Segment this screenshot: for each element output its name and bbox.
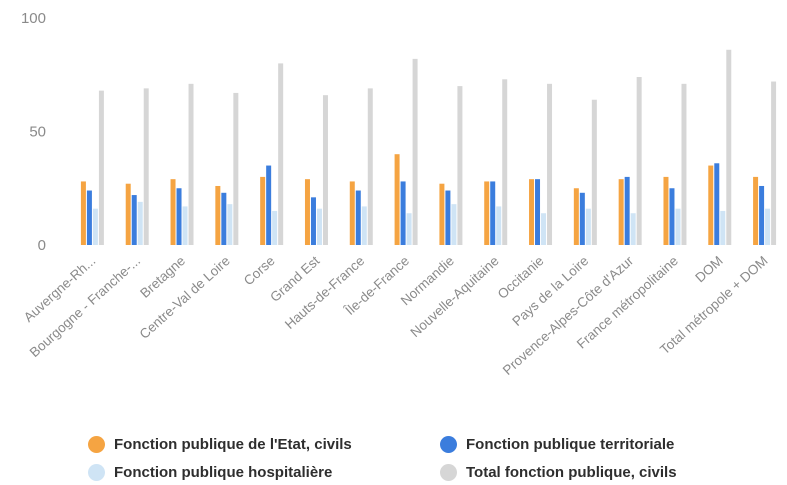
bar[interactable] xyxy=(406,213,412,245)
bar[interactable] xyxy=(541,213,547,245)
legend-item-hospitaliere[interactable]: Fonction publique hospitalière xyxy=(88,460,440,484)
x-axis: Auvergne-Rh...Bourgogne - Franche-...Bre… xyxy=(21,253,771,378)
legend-label-total: Total fonction publique, civils xyxy=(466,463,677,481)
bar[interactable] xyxy=(394,154,400,245)
bar[interactable] xyxy=(322,95,328,246)
bar[interactable] xyxy=(266,165,272,245)
bar[interactable] xyxy=(361,206,367,245)
bar[interactable] xyxy=(304,179,310,245)
bar[interactable] xyxy=(681,83,687,245)
bar[interactable] xyxy=(765,208,771,245)
bar[interactable] xyxy=(125,183,131,245)
bar[interactable] xyxy=(624,176,630,245)
bar[interactable] xyxy=(547,83,553,245)
bar[interactable] xyxy=(316,208,322,245)
legend-label-hospitaliere: Fonction publique hospitalière xyxy=(114,463,333,481)
bar[interactable] xyxy=(400,181,406,245)
bar[interactable] xyxy=(412,58,418,245)
bar[interactable] xyxy=(714,163,720,245)
bars-group xyxy=(80,49,777,246)
x-tick-label: Hauts-de-France xyxy=(282,253,367,332)
bar[interactable] xyxy=(618,179,624,245)
bar[interactable] xyxy=(221,192,227,245)
x-tick-label: Corse xyxy=(241,253,278,288)
bar[interactable] xyxy=(355,190,361,245)
legend: Fonction publique de l'Etat, civils Fonc… xyxy=(88,432,768,484)
bar[interactable] xyxy=(215,185,221,245)
bar[interactable] xyxy=(233,92,239,245)
bar[interactable] xyxy=(726,49,732,245)
legend-item-etat[interactable]: Fonction publique de l'Etat, civils xyxy=(88,432,440,456)
legend-label-territoriale: Fonction publique territoriale xyxy=(466,435,675,453)
bar[interactable] xyxy=(759,185,765,245)
bar[interactable] xyxy=(98,90,104,245)
bar[interactable] xyxy=(669,188,675,245)
bar[interactable] xyxy=(535,179,541,245)
y-tick-label: 50 xyxy=(29,124,46,141)
legend-swatch-total xyxy=(440,463,457,481)
bar[interactable] xyxy=(349,181,355,245)
bar[interactable] xyxy=(143,88,149,246)
bar[interactable] xyxy=(753,176,759,245)
legend-item-territoriale[interactable]: Fonction publique territoriale xyxy=(440,432,760,456)
x-tick-label: DOM xyxy=(692,253,725,285)
bar[interactable] xyxy=(188,83,194,245)
legend-item-total[interactable]: Total fonction publique, civils xyxy=(440,460,760,484)
bar[interactable] xyxy=(367,88,373,246)
bar[interactable] xyxy=(310,197,316,245)
bar[interactable] xyxy=(529,179,535,245)
x-tick-label: Pays de la Loire xyxy=(509,253,591,329)
bar[interactable] xyxy=(86,190,92,245)
legend-swatch-territoriale xyxy=(440,435,457,453)
bar[interactable] xyxy=(439,183,445,245)
bar[interactable] xyxy=(708,165,714,245)
bar[interactable] xyxy=(451,204,457,245)
bar[interactable] xyxy=(278,63,284,246)
bar[interactable] xyxy=(663,176,669,245)
bar[interactable] xyxy=(484,181,490,245)
bar[interactable] xyxy=(591,99,597,245)
bar[interactable] xyxy=(579,192,585,245)
bar[interactable] xyxy=(272,210,278,245)
legend-swatch-etat xyxy=(88,435,105,453)
y-tick-label: 0 xyxy=(38,237,46,254)
bar[interactable] xyxy=(80,181,86,245)
bar[interactable] xyxy=(573,188,579,245)
bar[interactable] xyxy=(496,206,502,245)
bar[interactable] xyxy=(182,206,188,245)
bar[interactable] xyxy=(502,79,508,245)
bar[interactable] xyxy=(585,208,591,245)
legend-label-etat: Fonction publique de l'Etat, civils xyxy=(114,435,352,453)
bar[interactable] xyxy=(92,208,98,245)
y-axis: 0 50 100 xyxy=(21,10,46,254)
bar[interactable] xyxy=(771,81,777,245)
legend-swatch-hospitaliere xyxy=(88,463,105,481)
bar[interactable] xyxy=(260,176,266,245)
bar[interactable] xyxy=(176,188,182,245)
bar[interactable] xyxy=(170,179,176,245)
bar[interactable] xyxy=(490,181,496,245)
bar[interactable] xyxy=(137,201,143,245)
bar[interactable] xyxy=(675,208,681,245)
bar[interactable] xyxy=(636,77,642,246)
bar[interactable] xyxy=(445,190,451,245)
bar[interactable] xyxy=(131,195,137,245)
bar[interactable] xyxy=(227,204,233,245)
bar[interactable] xyxy=(630,213,636,245)
y-tick-label: 100 xyxy=(21,10,46,27)
bar[interactable] xyxy=(457,86,463,245)
bar[interactable] xyxy=(720,210,726,245)
